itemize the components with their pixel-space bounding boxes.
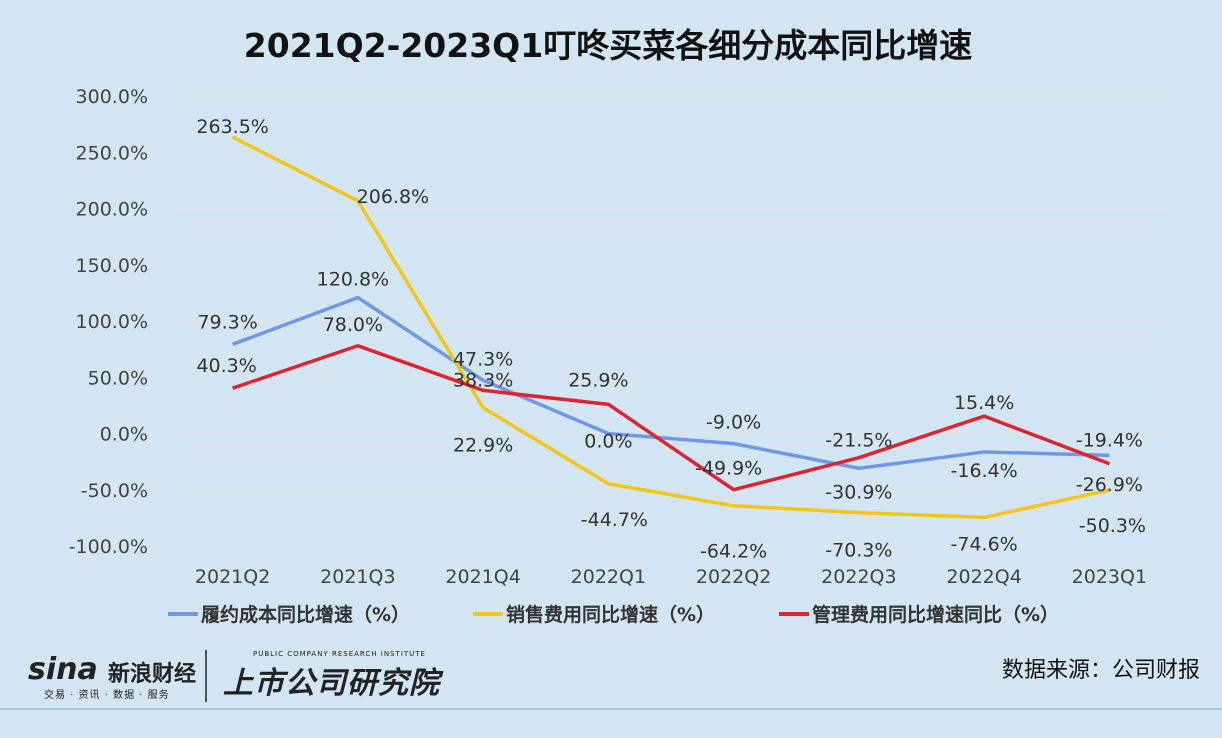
y-tick-label: 100.0% xyxy=(76,311,148,333)
data-label: -26.9% xyxy=(1076,474,1143,496)
x-tick-label: 2023Q1 xyxy=(1072,566,1147,588)
data-label: -50.3% xyxy=(1079,515,1146,537)
institute-name: 上市公司研究院 xyxy=(223,666,440,701)
data-label: 78.0% xyxy=(323,314,383,336)
x-tick-label: 2022Q1 xyxy=(571,566,646,588)
y-tick-label: 250.0% xyxy=(76,142,148,164)
y-tick-label: 300.0% xyxy=(76,86,148,108)
y-tick-label: 0.0% xyxy=(100,424,148,446)
x-tick-label: 2022Q3 xyxy=(821,566,896,588)
data-label: -64.2% xyxy=(700,541,767,563)
legend-label-2: 销售费用同比增速（%） xyxy=(506,603,715,626)
data-label: 120.8% xyxy=(317,269,389,291)
y-tick-label: 150.0% xyxy=(76,255,148,277)
sina-slogan: 交易 · 资讯 · 数据 · 服务 xyxy=(44,690,170,701)
data-label: -19.4% xyxy=(1076,429,1143,451)
data-label: 38.3% xyxy=(453,369,513,391)
footer-brand: sina 新浪财经 交易 · 资讯 · 数据 · 服务 PUBLIC COMPA… xyxy=(28,648,448,704)
data-label: -49.9% xyxy=(695,458,762,480)
sina-logo: sina xyxy=(28,652,98,687)
y-axis-ticks: -100.0% -50.0% 0.0% 50.0% 100.0% 150.0% 200.0%… xyxy=(69,86,148,558)
y-tick-label: 50.0% xyxy=(88,367,148,389)
data-label: 263.5% xyxy=(196,116,268,138)
data-label: -70.3% xyxy=(825,540,892,562)
data-label: 25.9% xyxy=(568,369,628,391)
series-lines xyxy=(231,135,1110,520)
data-label: -21.5% xyxy=(825,430,892,452)
data-label: 15.4% xyxy=(954,392,1014,414)
y-tick-label: 200.0% xyxy=(76,199,148,221)
bottom-divider xyxy=(0,708,1222,710)
series-line-1 xyxy=(232,295,1110,471)
x-axis-ticks: 2021Q2 2021Q3 2021Q4 2022Q1 2022Q2 2022Q3 2022… xyxy=(195,566,1147,588)
x-tick-label: 2022Q2 xyxy=(696,566,771,588)
sina-finance-name: 新浪财经 xyxy=(108,662,197,687)
data-label: 47.3% xyxy=(453,348,513,370)
y-tick-label: -50.0% xyxy=(81,480,148,502)
series-line-3 xyxy=(232,344,1110,492)
data-label: -16.4% xyxy=(951,460,1018,482)
brand-divider xyxy=(205,650,207,702)
legend-label-1: 履约成本同比增速（%） xyxy=(201,603,410,626)
x-tick-label: 2022Q4 xyxy=(946,566,1021,588)
data-label: 79.3% xyxy=(197,311,257,333)
x-tick-label: 2021Q2 xyxy=(195,566,270,588)
data-labels: 79.3% 120.8% 47.3% 0.0% -9.0% -30.9% -16.4% -19… xyxy=(196,116,1146,563)
institute-subtitle: PUBLIC COMPANY RESEARCH INSTITUTE xyxy=(253,650,426,658)
legend: 履约成本同比增速（%） 销售费用同比增速（%） 管理费用同比增速同比（%） xyxy=(168,603,1059,626)
data-label: -9.0% xyxy=(706,412,761,434)
y-tick-label: -100.0% xyxy=(69,536,148,558)
series-line-2 xyxy=(231,135,1110,520)
data-label: 22.9% xyxy=(453,435,513,457)
chart-title: 2021Q2-2023Q1叮咚买菜各细分成本同比增速 xyxy=(244,26,972,65)
data-label: 0.0% xyxy=(584,431,632,453)
gridlines xyxy=(170,95,1172,547)
legend-label-3: 管理费用同比增速同比（%） xyxy=(812,603,1059,626)
data-label: 40.3% xyxy=(196,355,256,377)
x-tick-label: 2021Q3 xyxy=(320,566,395,588)
x-tick-label: 2021Q4 xyxy=(445,566,520,588)
data-label: -74.6% xyxy=(951,533,1018,555)
data-label: -44.7% xyxy=(581,509,648,531)
data-label: -30.9% xyxy=(825,481,892,503)
data-label: 206.8% xyxy=(357,186,429,208)
data-source: 数据来源：公司财报 xyxy=(1001,658,1200,683)
